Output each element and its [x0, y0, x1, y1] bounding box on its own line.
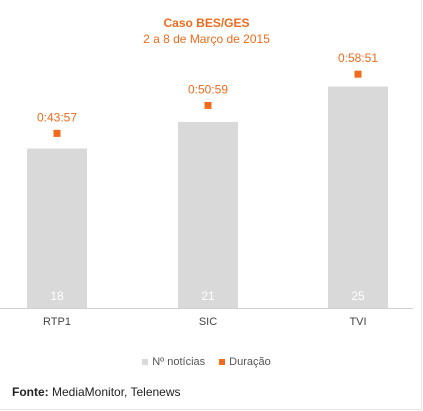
source-text: MediaMonitor, Telenews	[52, 385, 181, 399]
duration-point-tvi	[354, 70, 362, 78]
duration-label-rtp1: 0:43:57	[37, 110, 77, 124]
x-tick-label-sic: SIC	[199, 316, 217, 328]
legend-item-duration[interactable]: Duração	[219, 356, 271, 368]
duration-point-sic	[204, 101, 212, 109]
source-note: Fonte: MediaMonitor, Telenews	[12, 385, 181, 399]
bar-value-label-tvi: 25	[351, 289, 365, 303]
duration-label-sic: 0:50:59	[188, 82, 228, 96]
chart-title: Caso BES/GES	[163, 16, 250, 30]
legend-item-count[interactable]: Nº notícias	[142, 356, 205, 368]
bar-sic	[178, 122, 238, 308]
bar-rtp1	[27, 148, 87, 308]
duration-point-rtp1	[53, 129, 61, 137]
legend-swatch-count	[142, 359, 149, 365]
x-tick-label-rtp1: RTP1	[43, 316, 71, 328]
chart-subtitle: 2 a 8 de Março de 2015	[143, 32, 270, 46]
duration-label-tvi: 0:58:51	[338, 51, 378, 65]
x-tick-label-tvi: TVI	[349, 316, 366, 328]
bar-value-label-sic: 21	[201, 289, 215, 303]
bar-tvi	[328, 86, 388, 308]
source-label: Fonte:	[12, 385, 49, 399]
legend-label-count: Nº notícias	[152, 356, 206, 368]
legend-label-duration: Duração	[229, 356, 271, 368]
legend-swatch-duration	[219, 359, 226, 365]
bar-value-label-rtp1: 18	[50, 289, 64, 303]
legend: Nº notícias Duração	[0, 356, 413, 368]
